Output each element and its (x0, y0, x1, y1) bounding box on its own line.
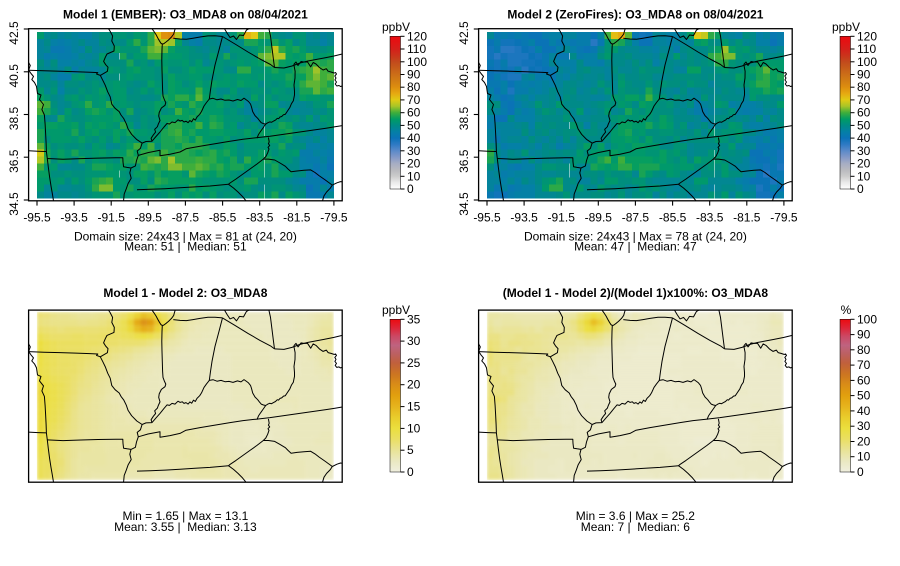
svg-text:-87.5: -87.5 (622, 210, 650, 224)
svg-text:-93.5: -93.5 (510, 210, 538, 224)
svg-text:50: 50 (857, 389, 871, 403)
svg-text:Mean: 47 | Median: 47: Mean: 47 | Median: 47 (574, 239, 697, 253)
svg-text:120: 120 (407, 29, 427, 43)
svg-text:-81.5: -81.5 (733, 210, 761, 224)
svg-text:15: 15 (407, 400, 421, 414)
svg-text:90: 90 (407, 68, 421, 82)
svg-text:30: 30 (857, 419, 871, 433)
svg-text:Domain size: 24x43 | Max = 78: Domain size: 24x43 | Max = 78 at (24, 20… (524, 230, 747, 244)
svg-text:38.5: 38.5 (7, 106, 21, 130)
svg-text:70: 70 (407, 93, 421, 107)
svg-text:36.5: 36.5 (7, 149, 21, 173)
svg-text:40: 40 (857, 404, 871, 418)
svg-text:30: 30 (407, 144, 421, 158)
svg-text:0: 0 (857, 465, 864, 479)
svg-text:(Model 1 - Model 2)/(Model 1)x: (Model 1 - Model 2)/(Model 1)x100%: O3_M… (503, 286, 769, 300)
svg-text:60: 60 (857, 106, 871, 120)
svg-text:0: 0 (407, 182, 414, 196)
svg-text:50: 50 (407, 118, 421, 132)
svg-text:Min = 1.65 | Max = 13.1: Min = 1.65 | Max = 13.1 (122, 509, 248, 523)
svg-text:110: 110 (407, 42, 426, 56)
svg-text:38.5: 38.5 (457, 106, 471, 130)
svg-text:-89.5: -89.5 (585, 210, 613, 224)
svg-text:-93.5: -93.5 (60, 210, 88, 224)
svg-text:-95.5: -95.5 (23, 210, 51, 224)
svg-text:Model 1 - Model 2: O3_MDA8: Model 1 - Model 2: O3_MDA8 (103, 286, 267, 300)
svg-text:-79.5: -79.5 (320, 210, 348, 224)
svg-text:-89.5: -89.5 (135, 210, 163, 224)
svg-text:-81.5: -81.5 (283, 210, 311, 224)
svg-text:40.5: 40.5 (457, 64, 471, 88)
svg-text:ppbV: ppbV (382, 303, 410, 317)
svg-text:0: 0 (407, 465, 414, 479)
svg-text:70: 70 (857, 358, 871, 372)
svg-text:-91.5: -91.5 (548, 210, 576, 224)
svg-text:30: 30 (857, 144, 871, 158)
svg-text:-85.5: -85.5 (209, 210, 237, 224)
svg-text:10: 10 (857, 450, 871, 464)
svg-text:20: 20 (407, 157, 421, 171)
svg-text:-87.5: -87.5 (172, 210, 200, 224)
svg-text:Model 2 (ZeroFires): O3_MDA8 o: Model 2 (ZeroFires): O3_MDA8 on 08/04/20… (507, 8, 763, 22)
svg-text:%: % (841, 303, 852, 317)
svg-text:10: 10 (407, 421, 421, 435)
svg-text:Mean: 7 | Median: 6: Mean: 7 | Median: 6 (581, 520, 691, 534)
svg-text:120: 120 (857, 29, 877, 43)
svg-text:80: 80 (857, 343, 871, 357)
svg-text:30: 30 (407, 334, 421, 348)
svg-text:40.5: 40.5 (7, 64, 21, 88)
svg-text:80: 80 (857, 80, 871, 94)
svg-text:50: 50 (857, 118, 871, 132)
svg-text:10: 10 (857, 169, 871, 183)
svg-text:-95.5: -95.5 (473, 210, 501, 224)
svg-text:100: 100 (857, 55, 877, 69)
svg-text:Min = 3.6 | Max = 25.2: Min = 3.6 | Max = 25.2 (576, 509, 696, 523)
svg-text:10: 10 (407, 169, 421, 183)
svg-text:70: 70 (857, 93, 871, 107)
svg-text:5: 5 (407, 443, 414, 457)
svg-text:40: 40 (407, 131, 421, 145)
svg-text:42.5: 42.5 (457, 21, 471, 45)
svg-text:90: 90 (857, 328, 871, 342)
svg-text:-83.5: -83.5 (246, 210, 274, 224)
svg-text:ppbV: ppbV (832, 20, 860, 34)
svg-text:34.5: 34.5 (457, 192, 471, 216)
svg-text:60: 60 (407, 106, 421, 120)
svg-text:80: 80 (407, 80, 421, 94)
svg-text:110: 110 (857, 42, 876, 56)
svg-text:40: 40 (857, 131, 871, 145)
svg-text:20: 20 (407, 378, 421, 392)
svg-text:-83.5: -83.5 (696, 210, 724, 224)
svg-text:90: 90 (857, 68, 871, 82)
svg-text:60: 60 (857, 373, 871, 387)
svg-text:20: 20 (857, 435, 871, 449)
svg-text:20: 20 (857, 157, 871, 171)
svg-text:-85.5: -85.5 (659, 210, 687, 224)
svg-text:Mean: 51 | Median: 51: Mean: 51 | Median: 51 (124, 239, 247, 253)
svg-text:35: 35 (407, 312, 421, 326)
svg-text:100: 100 (857, 312, 877, 326)
svg-text:Mean: 3.55 | Median: 3.13: Mean: 3.55 | Median: 3.13 (114, 520, 257, 534)
svg-text:-91.5: -91.5 (98, 210, 126, 224)
svg-text:Domain size: 24x43 | Max = 81: Domain size: 24x43 | Max = 81 at (24, 20… (74, 230, 297, 244)
svg-text:100: 100 (407, 55, 427, 69)
svg-text:42.5: 42.5 (7, 21, 21, 45)
svg-text:0: 0 (857, 182, 864, 196)
svg-text:25: 25 (407, 356, 421, 370)
svg-text:ppbV: ppbV (382, 20, 410, 34)
svg-text:34.5: 34.5 (7, 192, 21, 216)
svg-text:36.5: 36.5 (457, 149, 471, 173)
svg-text:Model 1 (EMBER): O3_MDA8 on 08: Model 1 (EMBER): O3_MDA8 on 08/04/2021 (63, 8, 308, 22)
svg-text:-79.5: -79.5 (770, 210, 798, 224)
